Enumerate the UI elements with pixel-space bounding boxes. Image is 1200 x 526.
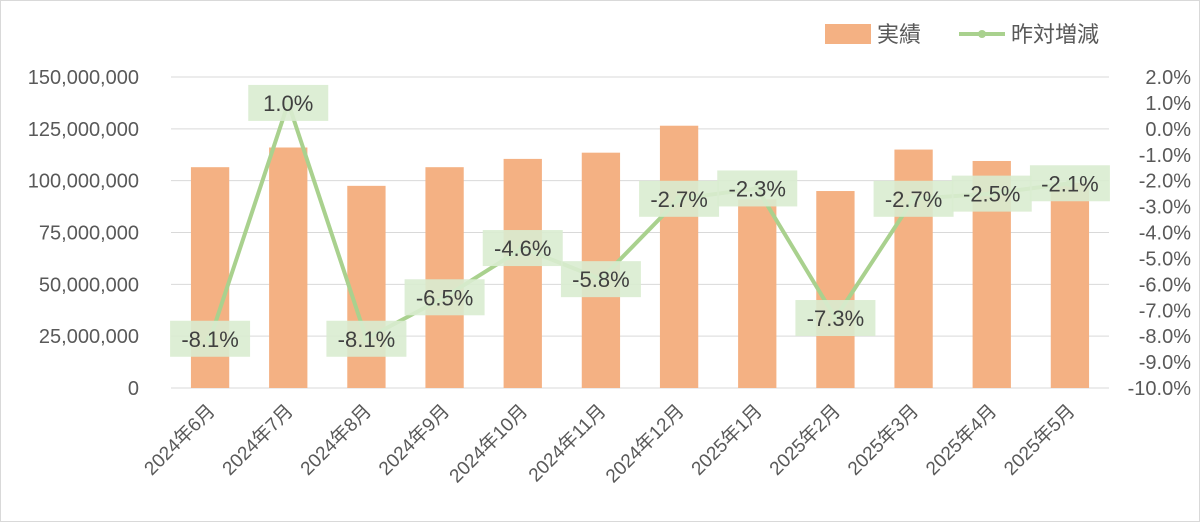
bar xyxy=(659,125,699,389)
left-tick-label: 125,000,000 xyxy=(28,119,139,141)
bar xyxy=(738,199,777,388)
right-tick-label: -3.0% xyxy=(1139,197,1191,219)
x-tick-label: 2024年8月 xyxy=(296,400,376,480)
data-label: -2.1% xyxy=(1041,171,1098,196)
data-label: -7.3% xyxy=(807,306,864,331)
legend-swatch-marker xyxy=(978,30,986,38)
x-axis: 2024年6月 2024年7月 2024年8月 2024年9月2024年10月2024… xyxy=(140,400,1080,487)
bar xyxy=(269,147,308,388)
data-label: -4.6% xyxy=(494,236,551,261)
x-tick-label: 2025年5月 xyxy=(1000,400,1080,480)
right-axis: 2.0% 1.0% 0.0% -1.0% -2.0% -3.0% -4.0% -5.0% -6.… xyxy=(1128,67,1192,400)
legend: 実績 昨対増減 xyxy=(825,22,1099,47)
left-axis: 0 25,000,000 50,000,000 75,000,000 100,000,0… xyxy=(28,67,139,400)
right-tick-label: -8.0% xyxy=(1139,326,1191,348)
line-series xyxy=(206,98,1074,343)
legend-label: 実績 xyxy=(877,22,921,47)
data-label: -2.5% xyxy=(963,182,1020,207)
data-label-box xyxy=(560,261,641,298)
right-tick-label: 2.0% xyxy=(1145,67,1191,89)
right-tick-label: -4.0% xyxy=(1139,223,1191,245)
data-label-box xyxy=(1029,165,1110,202)
bar-series xyxy=(190,125,1090,389)
data-label-box xyxy=(717,170,798,207)
line-path xyxy=(208,100,1071,341)
legend-swatch-bar xyxy=(825,24,871,44)
data-label-box xyxy=(951,175,1032,212)
bar xyxy=(425,167,464,388)
x-tick-label: 2024年11月 xyxy=(524,400,610,486)
bar xyxy=(503,158,542,388)
data-label: -8.1% xyxy=(338,327,395,352)
data-label-box xyxy=(639,180,720,217)
x-tick-label: 2024年12月 xyxy=(601,400,688,487)
data-label-box xyxy=(170,320,251,357)
left-tick-label: 25,000,000 xyxy=(39,326,139,348)
x-tick-label: 2024年7月 xyxy=(218,400,298,480)
left-tick-label: 100,000,000 xyxy=(28,171,139,193)
left-tick-label: 0 xyxy=(128,378,139,400)
x-tick-label: 2025年1月 xyxy=(687,400,767,480)
x-tick-label: 2025年3月 xyxy=(843,400,923,480)
data-label: -2.3% xyxy=(729,176,786,201)
x-tick-label: 2024年10月 xyxy=(445,400,532,487)
data-label: 1.0% xyxy=(263,91,313,116)
data-label: -2.7% xyxy=(650,187,707,212)
data-label-box xyxy=(248,84,329,121)
data-label: -6.5% xyxy=(416,285,473,310)
right-tick-label: -10.0% xyxy=(1128,378,1192,400)
x-tick-label: 2025年2月 xyxy=(765,400,845,480)
data-label-box xyxy=(482,230,563,267)
left-tick-label: 75,000,000 xyxy=(39,223,139,245)
x-tick-label: 2024年9月 xyxy=(374,400,454,480)
data-label: -2.7% xyxy=(885,187,942,212)
bar xyxy=(347,185,386,388)
data-label-box xyxy=(326,320,407,357)
data-label: -8.1% xyxy=(181,327,238,352)
bar xyxy=(816,191,855,388)
data-labels: -8.1%1.0%-8.1%-6.5%-4.6%-5.8%-2.7% -2.3%-… xyxy=(170,84,1110,357)
gridlines xyxy=(171,76,1109,389)
data-label-box xyxy=(795,300,876,337)
x-tick-label: 2025年4月 xyxy=(921,400,1001,480)
right-tick-label: -9.0% xyxy=(1139,352,1191,374)
right-tick-label: -5.0% xyxy=(1139,248,1191,270)
bar xyxy=(1050,182,1090,388)
left-tick-label: 50,000,000 xyxy=(39,274,139,296)
data-label-box xyxy=(404,279,485,316)
legend-label: 昨対増減 xyxy=(1011,22,1099,47)
right-tick-label: -1.0% xyxy=(1139,145,1191,167)
right-tick-label: 0.0% xyxy=(1145,119,1191,141)
right-tick-label: 1.0% xyxy=(1145,93,1191,115)
data-label: -5.8% xyxy=(572,267,629,292)
x-tick-label: 2024年6月 xyxy=(140,400,220,480)
right-tick-label: -2.0% xyxy=(1139,171,1191,193)
left-tick-label: 150,000,000 xyxy=(28,67,139,89)
data-label-box xyxy=(873,180,954,217)
right-tick-label: -6.0% xyxy=(1139,274,1191,296)
right-tick-label: -7.0% xyxy=(1139,300,1191,322)
